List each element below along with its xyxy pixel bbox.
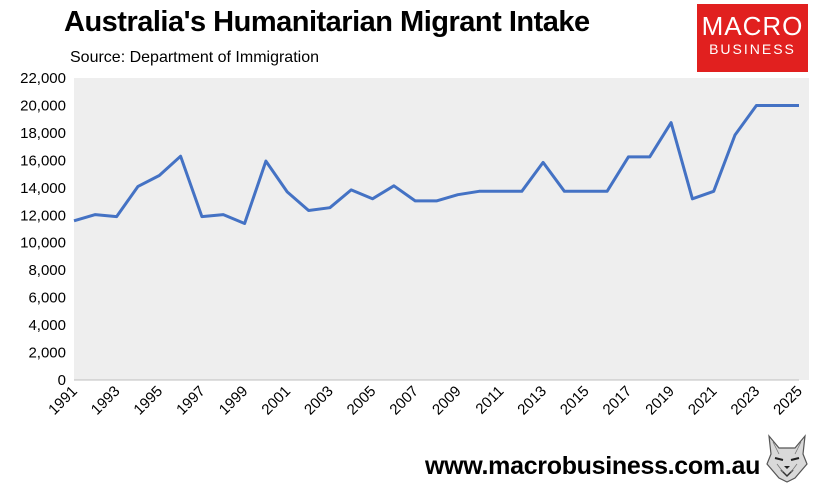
plot-area <box>74 78 809 380</box>
x-tick-label: 2007 <box>386 383 422 419</box>
y-tick-label: 4,000 <box>28 317 66 334</box>
chart-title: Australia's Humanitarian Migrant Intake <box>64 6 590 38</box>
x-tick-label: 1997 <box>173 383 209 419</box>
x-tick-label: 2005 <box>344 383 380 419</box>
y-tick-label: 0 <box>58 372 66 389</box>
x-tick-label: 2013 <box>514 383 550 419</box>
x-tick-label: 2011 <box>472 383 507 418</box>
y-tick-label: 18,000 <box>20 125 66 142</box>
y-tick-label: 12,000 <box>20 207 66 224</box>
y-axis: 0 2,000 4,000 6,000 8,000 10,000 12,000 14,000 1… <box>20 70 66 389</box>
website-url: www.macrobusiness.com.au <box>425 452 761 480</box>
y-tick-label: 16,000 <box>20 152 66 169</box>
x-tick-label: 1993 <box>88 383 124 419</box>
x-tick-label: 2015 <box>557 383 593 419</box>
logo-line-1: MACRO <box>701 11 804 41</box>
x-tick-label: 2003 <box>301 383 337 419</box>
logo-line-2: BUSINESS <box>709 41 796 57</box>
x-tick-label: 2009 <box>429 383 465 419</box>
x-tick-label: 2001 <box>258 383 294 419</box>
y-tick-label: 2,000 <box>28 345 66 362</box>
x-tick-label: 2023 <box>728 383 764 419</box>
x-tick-label: 2017 <box>600 383 636 419</box>
y-tick-label: 6,000 <box>28 290 66 307</box>
x-tick-label: 2019 <box>642 383 678 419</box>
y-tick-label: 8,000 <box>28 262 66 279</box>
line-chart: 0 2,000 4,000 6,000 8,000 10,000 12,000 14,000 1… <box>20 70 809 419</box>
x-axis: 1991 1993 1995 1997 1999 2001 2003 2005 2007 2009… <box>45 383 806 419</box>
y-tick-label: 10,000 <box>20 235 66 252</box>
series-line-humanitarian-intake <box>73 104 799 225</box>
chart-source: Source: Department of Immigration <box>70 49 319 66</box>
wolf-head-icon <box>766 434 808 483</box>
y-tick-label: 14,000 <box>20 180 66 197</box>
x-tick-label: 1995 <box>131 383 167 419</box>
y-tick-label: 20,000 <box>20 97 66 114</box>
x-tick-label: 1999 <box>216 383 252 419</box>
x-tick-label: 1991 <box>45 383 81 419</box>
y-tick-label: 22,000 <box>20 70 66 87</box>
x-tick-label: 2025 <box>770 383 806 419</box>
macrobusiness-logo: MACRO BUSINESS <box>697 4 808 72</box>
x-tick-label: 2021 <box>685 383 721 419</box>
